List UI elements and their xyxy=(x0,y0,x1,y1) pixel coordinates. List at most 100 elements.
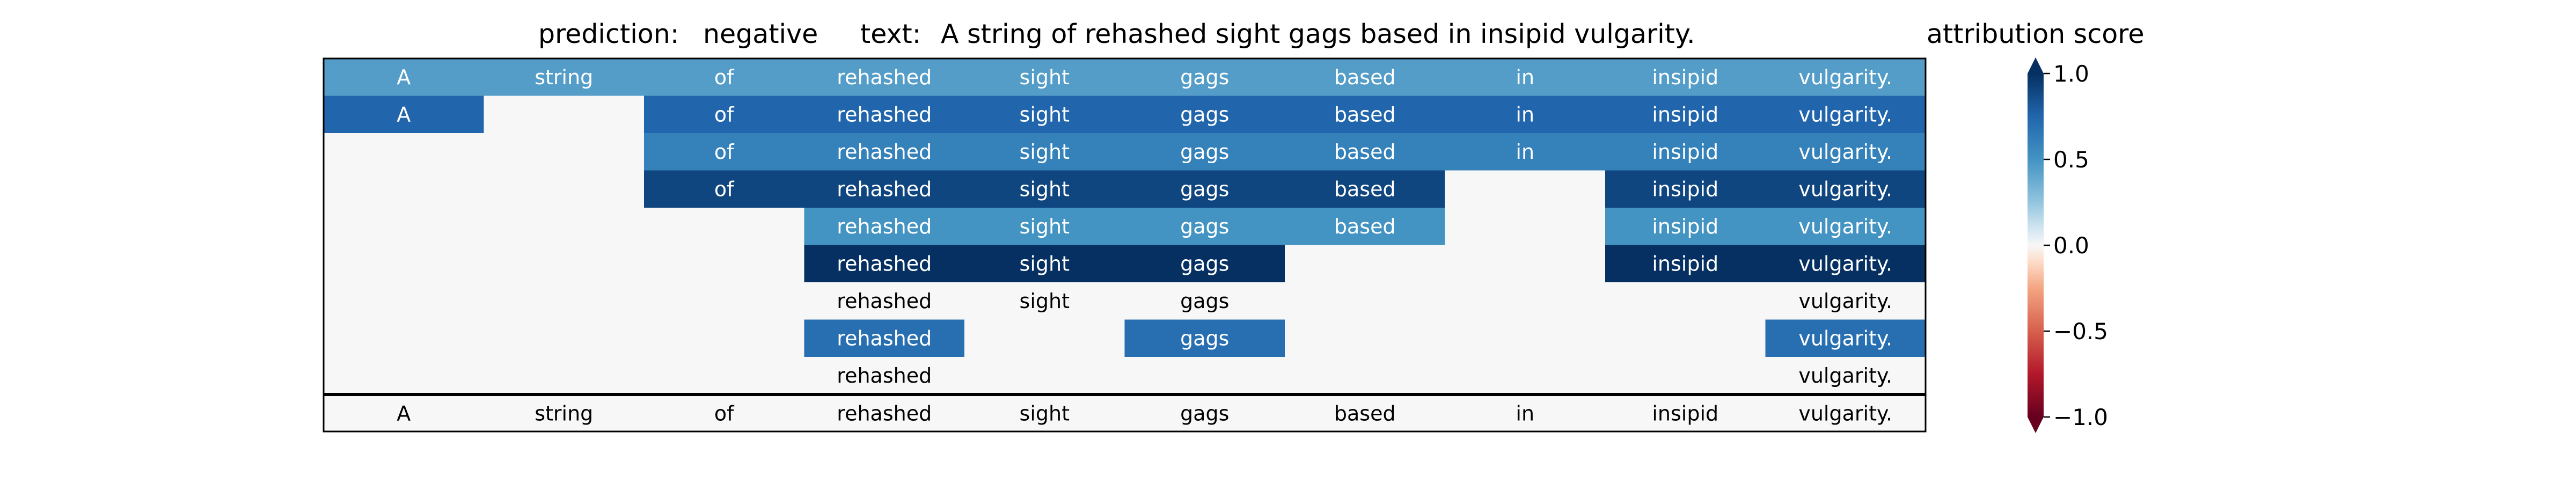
heatmap-cell xyxy=(484,245,645,283)
heatmap-cell xyxy=(1765,319,1926,357)
heatmap-cell xyxy=(644,96,804,134)
heatmap-cell xyxy=(1605,96,1766,134)
cell-token-label: insipid xyxy=(1652,252,1718,275)
heatmap-cell xyxy=(804,133,965,171)
heatmap-cell xyxy=(1285,58,1445,96)
cell-token-label: in xyxy=(1516,65,1534,89)
cell-token-label: gags xyxy=(1180,326,1229,350)
token-label: rehashed xyxy=(837,402,932,426)
heatmap-cell xyxy=(1445,170,1606,208)
cell-token-label: based xyxy=(1334,65,1396,89)
cell-token-label: sight xyxy=(1020,215,1070,238)
heatmap-cell xyxy=(804,208,965,245)
heatmap-cell xyxy=(324,319,484,357)
text-value: A string of rehashed sight gags based in… xyxy=(941,19,1695,49)
prediction-label: prediction: xyxy=(538,19,679,49)
cell-token-label: A xyxy=(397,103,411,126)
cell-token-label: insipid xyxy=(1652,103,1718,126)
heatmap-cell xyxy=(1765,357,1926,394)
cell-token-label: rehashed xyxy=(837,289,932,313)
colorbar-extend-top xyxy=(2028,57,2044,74)
heatmap-cell xyxy=(1605,58,1766,96)
heatmap-cell xyxy=(324,208,484,245)
colorbar-tick-label: 0.5 xyxy=(2053,147,2089,173)
heatmap-cell xyxy=(644,282,804,320)
heatmap-cell xyxy=(1445,58,1606,96)
cell-token-label: rehashed xyxy=(837,140,932,164)
heatmap-cell xyxy=(644,208,804,245)
cell-token-label: rehashed xyxy=(837,326,932,350)
cell-token-label: insipid xyxy=(1652,65,1718,89)
heatmap-cell xyxy=(324,245,484,283)
token-label: A xyxy=(397,402,411,426)
heatmap-cell xyxy=(804,58,965,96)
heatmap-cell xyxy=(1285,319,1445,357)
heatmap-cell xyxy=(484,58,645,96)
heatmap-cell xyxy=(1765,133,1926,171)
heatmap-cell xyxy=(1285,245,1445,283)
colorbar: 1.0 0.5 0.0 −0.5 −1.0 xyxy=(2028,57,2108,433)
heatmap-cell xyxy=(644,58,804,96)
heatmap-cell xyxy=(1605,245,1766,283)
heatmap-cell xyxy=(1445,245,1606,283)
cell-token-label: sight xyxy=(1020,103,1070,126)
cell-token-label: rehashed xyxy=(837,364,932,387)
heatmap-cell xyxy=(484,170,645,208)
heatmap-cell xyxy=(324,170,484,208)
heatmap-cell xyxy=(1445,357,1606,394)
heatmap-cell xyxy=(804,245,965,283)
heatmap-cell xyxy=(644,357,804,394)
heatmap-cell xyxy=(804,357,965,394)
heatmap-cell xyxy=(644,170,804,208)
cell-token-label: vulgarity. xyxy=(1798,364,1892,387)
heatmap-cell xyxy=(964,170,1125,208)
heatmap-cell xyxy=(1124,96,1285,134)
heatmap-cell xyxy=(964,208,1125,245)
colorbar-tick-label: 1.0 xyxy=(2053,61,2089,87)
token-label: insipid xyxy=(1652,402,1718,426)
heatmap-cell xyxy=(484,357,645,394)
heatmap-cell xyxy=(644,245,804,283)
token-row-background xyxy=(324,394,1926,431)
heatmap-cell xyxy=(1124,357,1285,394)
cell-token-label: based xyxy=(1334,215,1396,238)
cell-token-label: vulgarity. xyxy=(1798,252,1892,275)
colorbar-extend-bottom xyxy=(2028,417,2044,433)
colorbar-ticks: 1.0 0.5 0.0 −0.5 −1.0 xyxy=(2044,61,2108,430)
token-label: based xyxy=(1334,402,1396,426)
heatmap-cell xyxy=(1124,245,1285,283)
cell-token-label: sight xyxy=(1020,140,1070,164)
heatmap-cell xyxy=(1605,319,1766,357)
heatmap-cell xyxy=(484,133,645,171)
cell-token-label: insipid xyxy=(1652,140,1718,164)
cell-token-label: vulgarity. xyxy=(1798,326,1892,350)
token-label: of xyxy=(714,402,735,426)
heatmap-cell xyxy=(644,133,804,171)
cell-token-label: of xyxy=(714,140,735,164)
heatmap-cell xyxy=(1285,133,1445,171)
heatmap-cell xyxy=(1765,208,1926,245)
heatmap-cell xyxy=(964,245,1125,283)
cell-token-label: of xyxy=(714,177,735,201)
cell-token-label: of xyxy=(714,103,735,126)
prediction-value: negative xyxy=(703,19,818,49)
token-label: vulgarity. xyxy=(1798,402,1892,426)
cell-token-label: gags xyxy=(1180,177,1229,201)
heatmap-cell xyxy=(484,96,645,134)
cell-token-label: gags xyxy=(1180,103,1229,126)
token-label: gags xyxy=(1180,402,1229,426)
cell-token-label: based xyxy=(1334,103,1396,126)
heatmap-cell xyxy=(324,133,484,171)
heatmap-cell xyxy=(1124,319,1285,357)
heatmap-cell xyxy=(1605,133,1766,171)
colorbar-tick-label: −1.0 xyxy=(2053,404,2108,430)
cell-token-label: vulgarity. xyxy=(1798,140,1892,164)
heatmap-cell xyxy=(1124,133,1285,171)
cell-token-label: sight xyxy=(1020,289,1070,313)
heatmap-cell xyxy=(324,58,484,96)
cell-token-label: rehashed xyxy=(837,65,932,89)
text-label: text: xyxy=(860,19,921,49)
heatmap-cell xyxy=(964,96,1125,134)
